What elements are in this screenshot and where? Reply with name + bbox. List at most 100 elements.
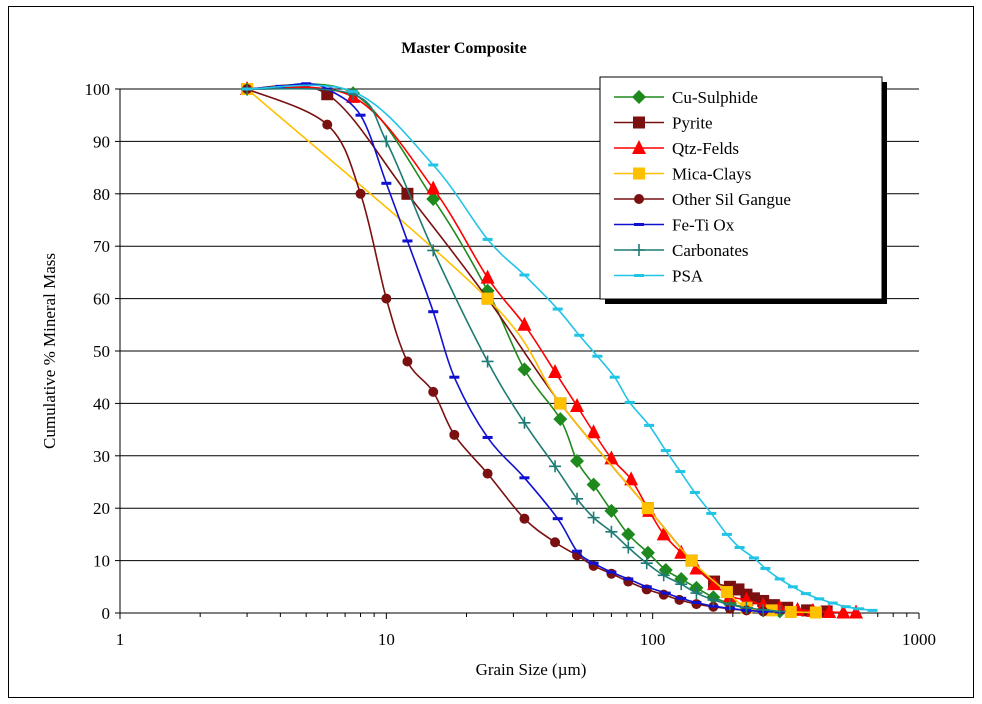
legend-label: Mica-Clays: [672, 165, 751, 184]
data-point-other-sil-gangue: [355, 188, 366, 199]
data-point-qtz-felds: [624, 471, 639, 486]
data-point-psa: [552, 307, 563, 311]
data-point-carbonates: [740, 601, 753, 614]
data-point-mica-clays: [809, 606, 822, 619]
legend-swatch-marker: [632, 140, 646, 154]
data-point-psa: [774, 577, 785, 581]
data-point-carbonates: [757, 603, 770, 616]
data-point-cu-sulphide: [426, 192, 441, 207]
data-point-fe-ti-ox: [708, 604, 719, 608]
data-point-fe-ti-ox: [676, 596, 687, 600]
legend-item-fe-ti-ox: Fe-Ti Ox: [614, 216, 735, 235]
data-point-fe-ti-ox: [402, 239, 413, 243]
data-point-cu-sulphide: [553, 412, 568, 427]
data-point-carbonates: [723, 598, 736, 611]
data-point-carbonates: [380, 135, 393, 148]
x-tick-label: 100: [640, 630, 666, 649]
legend-swatch-marker: [634, 274, 644, 277]
data-point-psa: [867, 608, 878, 612]
data-point-carbonates: [571, 492, 584, 505]
data-point-fe-ti-ox: [519, 476, 530, 480]
data-point-carbonates: [675, 578, 688, 591]
legend-label: PSA: [672, 267, 704, 286]
data-point-cu-sulphide: [604, 503, 619, 518]
data-point-qtz-felds: [517, 316, 532, 331]
data-point-psa: [734, 546, 745, 549]
data-point-qtz-felds: [570, 398, 585, 413]
data-point-fe-ti-ox: [355, 113, 366, 117]
legend-item-cu-sulphide: Cu-Sulphide: [614, 88, 758, 107]
data-point-psa: [854, 607, 865, 611]
data-point-qtz-felds: [836, 604, 851, 619]
data-point-other-sil-gangue: [449, 429, 460, 440]
y-axis-title: Cumulative % Mineral Mass: [40, 253, 59, 449]
legend-label: Cu-Sulphide: [672, 88, 758, 107]
data-point-psa: [574, 333, 585, 337]
data-point-carbonates: [518, 416, 531, 429]
series-carbonates: [241, 83, 786, 618]
data-point-psa: [748, 556, 759, 560]
y-tick-label: 70: [93, 237, 110, 256]
chart-frame: Master Composite Grain Size (µm) Cumulat…: [8, 6, 974, 698]
data-point-qtz-felds: [707, 576, 722, 591]
x-tick-label: 1: [116, 630, 125, 649]
data-point-carbonates: [640, 557, 653, 570]
data-point-carbonates: [707, 593, 720, 606]
data-point-fe-ti-ox: [641, 585, 652, 589]
data-point-mica-clays: [481, 292, 494, 305]
series-line-psa: [247, 84, 873, 612]
data-point-psa: [660, 449, 671, 453]
data-point-psa: [242, 87, 253, 91]
data-point-cu-sulphide: [621, 527, 636, 542]
data-point-fe-ti-ox: [588, 561, 599, 565]
y-tick-label: 40: [93, 394, 110, 413]
data-point-fe-ti-ox: [482, 435, 493, 439]
x-tick-label: 10: [378, 630, 395, 649]
data-point-carbonates: [427, 244, 440, 257]
data-point-carbonates: [549, 460, 562, 473]
y-tick-label: 30: [93, 447, 110, 466]
chart-canvas: Master Composite Grain Size (µm) Cumulat…: [40, 40, 937, 679]
x-axis-title: Grain Size (µm): [476, 660, 587, 679]
legend-label: Pyrite: [672, 114, 713, 133]
data-point-carbonates: [605, 525, 618, 538]
data-point-psa: [644, 423, 655, 427]
data-point-mica-clays: [554, 397, 567, 410]
data-point-carbonates: [690, 587, 703, 600]
data-point-psa: [814, 597, 825, 601]
data-point-fe-ti-ox: [606, 570, 617, 574]
data-point-psa: [787, 585, 798, 589]
y-tick-label: 100: [85, 80, 111, 99]
legend-item-qtz-felds: Qtz-Felds: [614, 139, 739, 158]
data-point-psa: [428, 163, 439, 167]
y-tick-label: 90: [93, 132, 110, 151]
data-point-other-sil-gangue: [482, 468, 493, 479]
data-point-mica-clays: [641, 502, 654, 515]
series-psa: [242, 84, 878, 612]
legend-label: Qtz-Felds: [672, 139, 739, 158]
data-point-other-sil-gangue: [428, 386, 439, 397]
data-point-psa: [519, 273, 530, 277]
legend-swatch-marker: [634, 194, 644, 204]
data-point-fe-ti-ox: [381, 181, 392, 185]
legend-label: Fe-Ti Ox: [672, 216, 735, 235]
data-point-psa: [609, 375, 620, 379]
legend-swatch-marker: [633, 167, 645, 180]
data-point-fe-ti-ox: [301, 82, 312, 86]
data-point-qtz-felds: [426, 180, 441, 195]
legend: Cu-Sulphide Pyrite Qtz-Felds Mica-Clays Othe…: [599, 76, 887, 304]
data-point-psa: [800, 592, 811, 596]
data-point-cu-sulphide: [517, 362, 532, 377]
data-point-carbonates: [587, 511, 600, 524]
x-tick-label: 1000: [902, 630, 936, 649]
data-point-psa: [675, 470, 686, 474]
data-point-fe-ti-ox: [660, 591, 671, 595]
legend-swatch-marker: [632, 90, 646, 104]
data-point-qtz-felds: [822, 603, 837, 618]
data-point-carbonates: [481, 355, 494, 368]
data-point-carbonates: [773, 605, 786, 618]
data-point-carbonates: [622, 541, 635, 554]
data-point-psa: [689, 490, 700, 494]
legend-item-carbonates: Carbonates: [614, 241, 748, 260]
